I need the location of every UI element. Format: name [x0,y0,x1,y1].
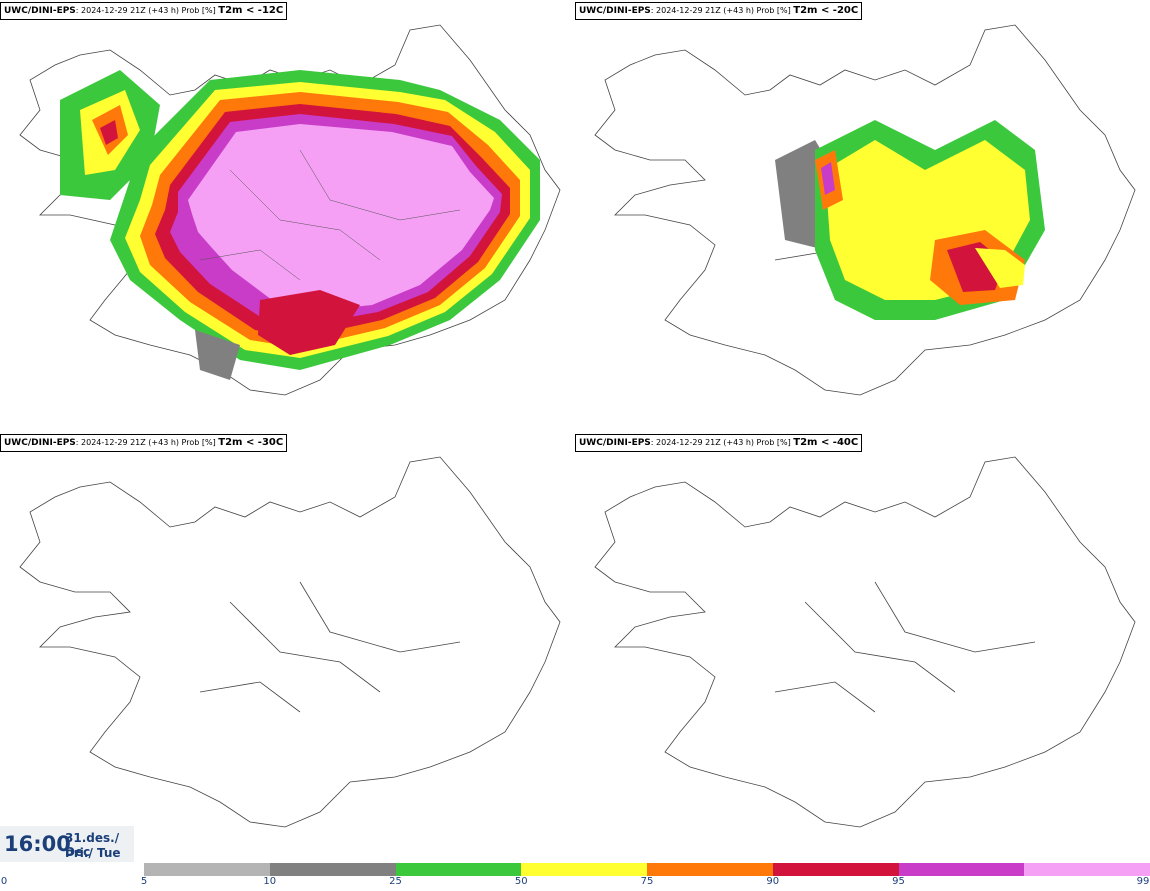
iceland-map [594,456,1136,828]
run-info: : 2024-12-29 21Z (+43 h) Prob [%] [650,438,791,447]
colorbar-segment [647,863,773,876]
colorbar-segment [395,863,522,876]
model-name: UWC/DINI-EPS [579,438,651,448]
map-panel-t2m-minus-30: UWC/DINI-EPS: 2024-12-29 21Z (+43 h) Pro… [0,432,575,864]
panel-title: UWC/DINI-EPS: 2024-12-29 21Z (+43 h) Pro… [0,434,288,452]
colorbar-ticks: 0 5 10 25 50 75 90 95 99 [0,876,1150,890]
colorbar-segment [1024,863,1150,876]
panel-title: UWC/DINI-EPS: 2024-12-29 21Z (+43 h) Pro… [575,2,863,20]
variable-name: T2m < -30C [218,437,284,448]
valid-time-box: 16:00 31.des./ Dec Þri./ Tue [0,826,134,862]
map-panel-t2m-minus-12: UWC/DINI-EPS: 2024-12-29 21Z (+43 h) Pro… [0,0,575,432]
valid-time: 16:00 [4,832,71,856]
colorbar-tick-label: 50 [514,876,528,887]
colorbar-tick-label: 99 [1136,876,1150,887]
colorbar-tick-label: 75 [640,876,654,887]
colorbar-tick-label: 25 [389,876,402,887]
colorbar-segment [269,863,396,876]
panel-title: UWC/DINI-EPS: 2024-12-29 21Z (+43 h) Pro… [575,434,863,452]
model-name: UWC/DINI-EPS [4,6,76,16]
iceland-map [19,24,561,396]
colorbar-segment [144,863,270,876]
colorbar-segment [521,863,647,876]
colorbar-tick-label: 0 [0,876,8,887]
variable-name: T2m < -12C [218,5,284,16]
colorbar-tick-label: 90 [766,876,780,887]
run-info: : 2024-12-29 21Z (+43 h) Prob [%] [75,438,216,447]
iceland-map [594,24,1136,396]
valid-weekday: Þri./ Tue [65,846,121,860]
colorbar-tick-label: 5 [140,876,148,887]
run-info: : 2024-12-29 21Z (+43 h) Prob [%] [650,6,791,15]
probability-colorbar [144,863,1150,876]
panel-title: UWC/DINI-EPS: 2024-12-29 21Z (+43 h) Pro… [0,2,288,20]
variable-name: T2m < -20C [793,5,859,16]
model-name: UWC/DINI-EPS [4,438,76,448]
valid-date: 31.des./ Dec [65,831,120,859]
map-panel-t2m-minus-20: UWC/DINI-EPS: 2024-12-29 21Z (+43 h) Pro… [575,0,1150,432]
variable-name: T2m < -40C [793,437,859,448]
colorbar-segment [898,863,1025,876]
iceland-map [19,456,561,828]
colorbar-tick-label: 95 [892,876,905,887]
map-panel-t2m-minus-40: UWC/DINI-EPS: 2024-12-29 21Z (+43 h) Pro… [575,432,1150,864]
colorbar-segment [772,863,899,876]
colorbar-tick-label: 10 [263,876,277,887]
model-name: UWC/DINI-EPS [579,6,651,16]
run-info: : 2024-12-29 21Z (+43 h) Prob [%] [75,6,216,15]
